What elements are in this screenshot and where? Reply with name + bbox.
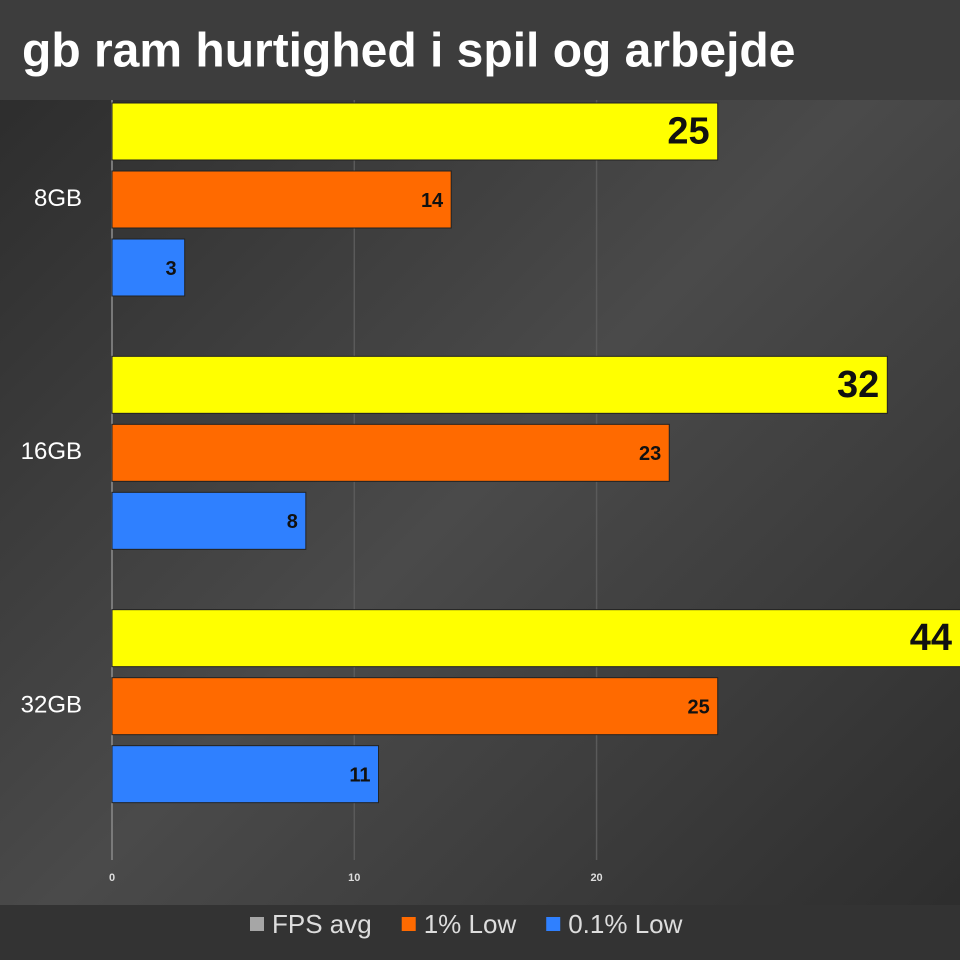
legend-label: FPS avg (272, 909, 372, 939)
value-label: 8 (287, 511, 298, 533)
value-label: 23 (639, 443, 661, 465)
bar (111, 609, 960, 668)
x-tick-label: 20 (590, 872, 602, 884)
value-label: 44 (910, 617, 952, 659)
bar (111, 745, 380, 804)
legend-swatch (401, 917, 416, 931)
value-label: 25 (667, 111, 709, 153)
value-label: 14 (421, 190, 444, 212)
value-label: 11 (349, 764, 370, 786)
legend-swatch (546, 917, 561, 931)
bar (111, 102, 719, 161)
bar (111, 491, 307, 550)
bar (111, 677, 719, 736)
x-tick-label: 10 (348, 872, 360, 884)
chart-title: gb ram hurtighed i spil og arbejde (22, 25, 795, 78)
legend-label: 1% Low (424, 909, 517, 939)
legend-swatch (250, 917, 264, 931)
y-tick-label: 16GB (21, 438, 82, 465)
value-label: 32 (837, 364, 879, 406)
y-tick-label: 32GB (21, 692, 82, 719)
value-label: 3 (166, 258, 177, 280)
value-label: 25 (687, 696, 709, 718)
bar (111, 355, 888, 414)
bar (111, 423, 670, 482)
bar (111, 170, 452, 229)
y-tick-label: 8GB (34, 185, 82, 212)
legend-label: 0.1% Low (568, 909, 682, 939)
title-banner (0, 0, 960, 100)
plot: 0 10 20 8GB 25 14 3 16GB 32 23 8 32GB 44 25 11 FPS avg 1… (21, 100, 960, 939)
x-tick-label: 0 (109, 872, 115, 884)
bar (111, 238, 186, 297)
legend-band (0, 905, 960, 960)
